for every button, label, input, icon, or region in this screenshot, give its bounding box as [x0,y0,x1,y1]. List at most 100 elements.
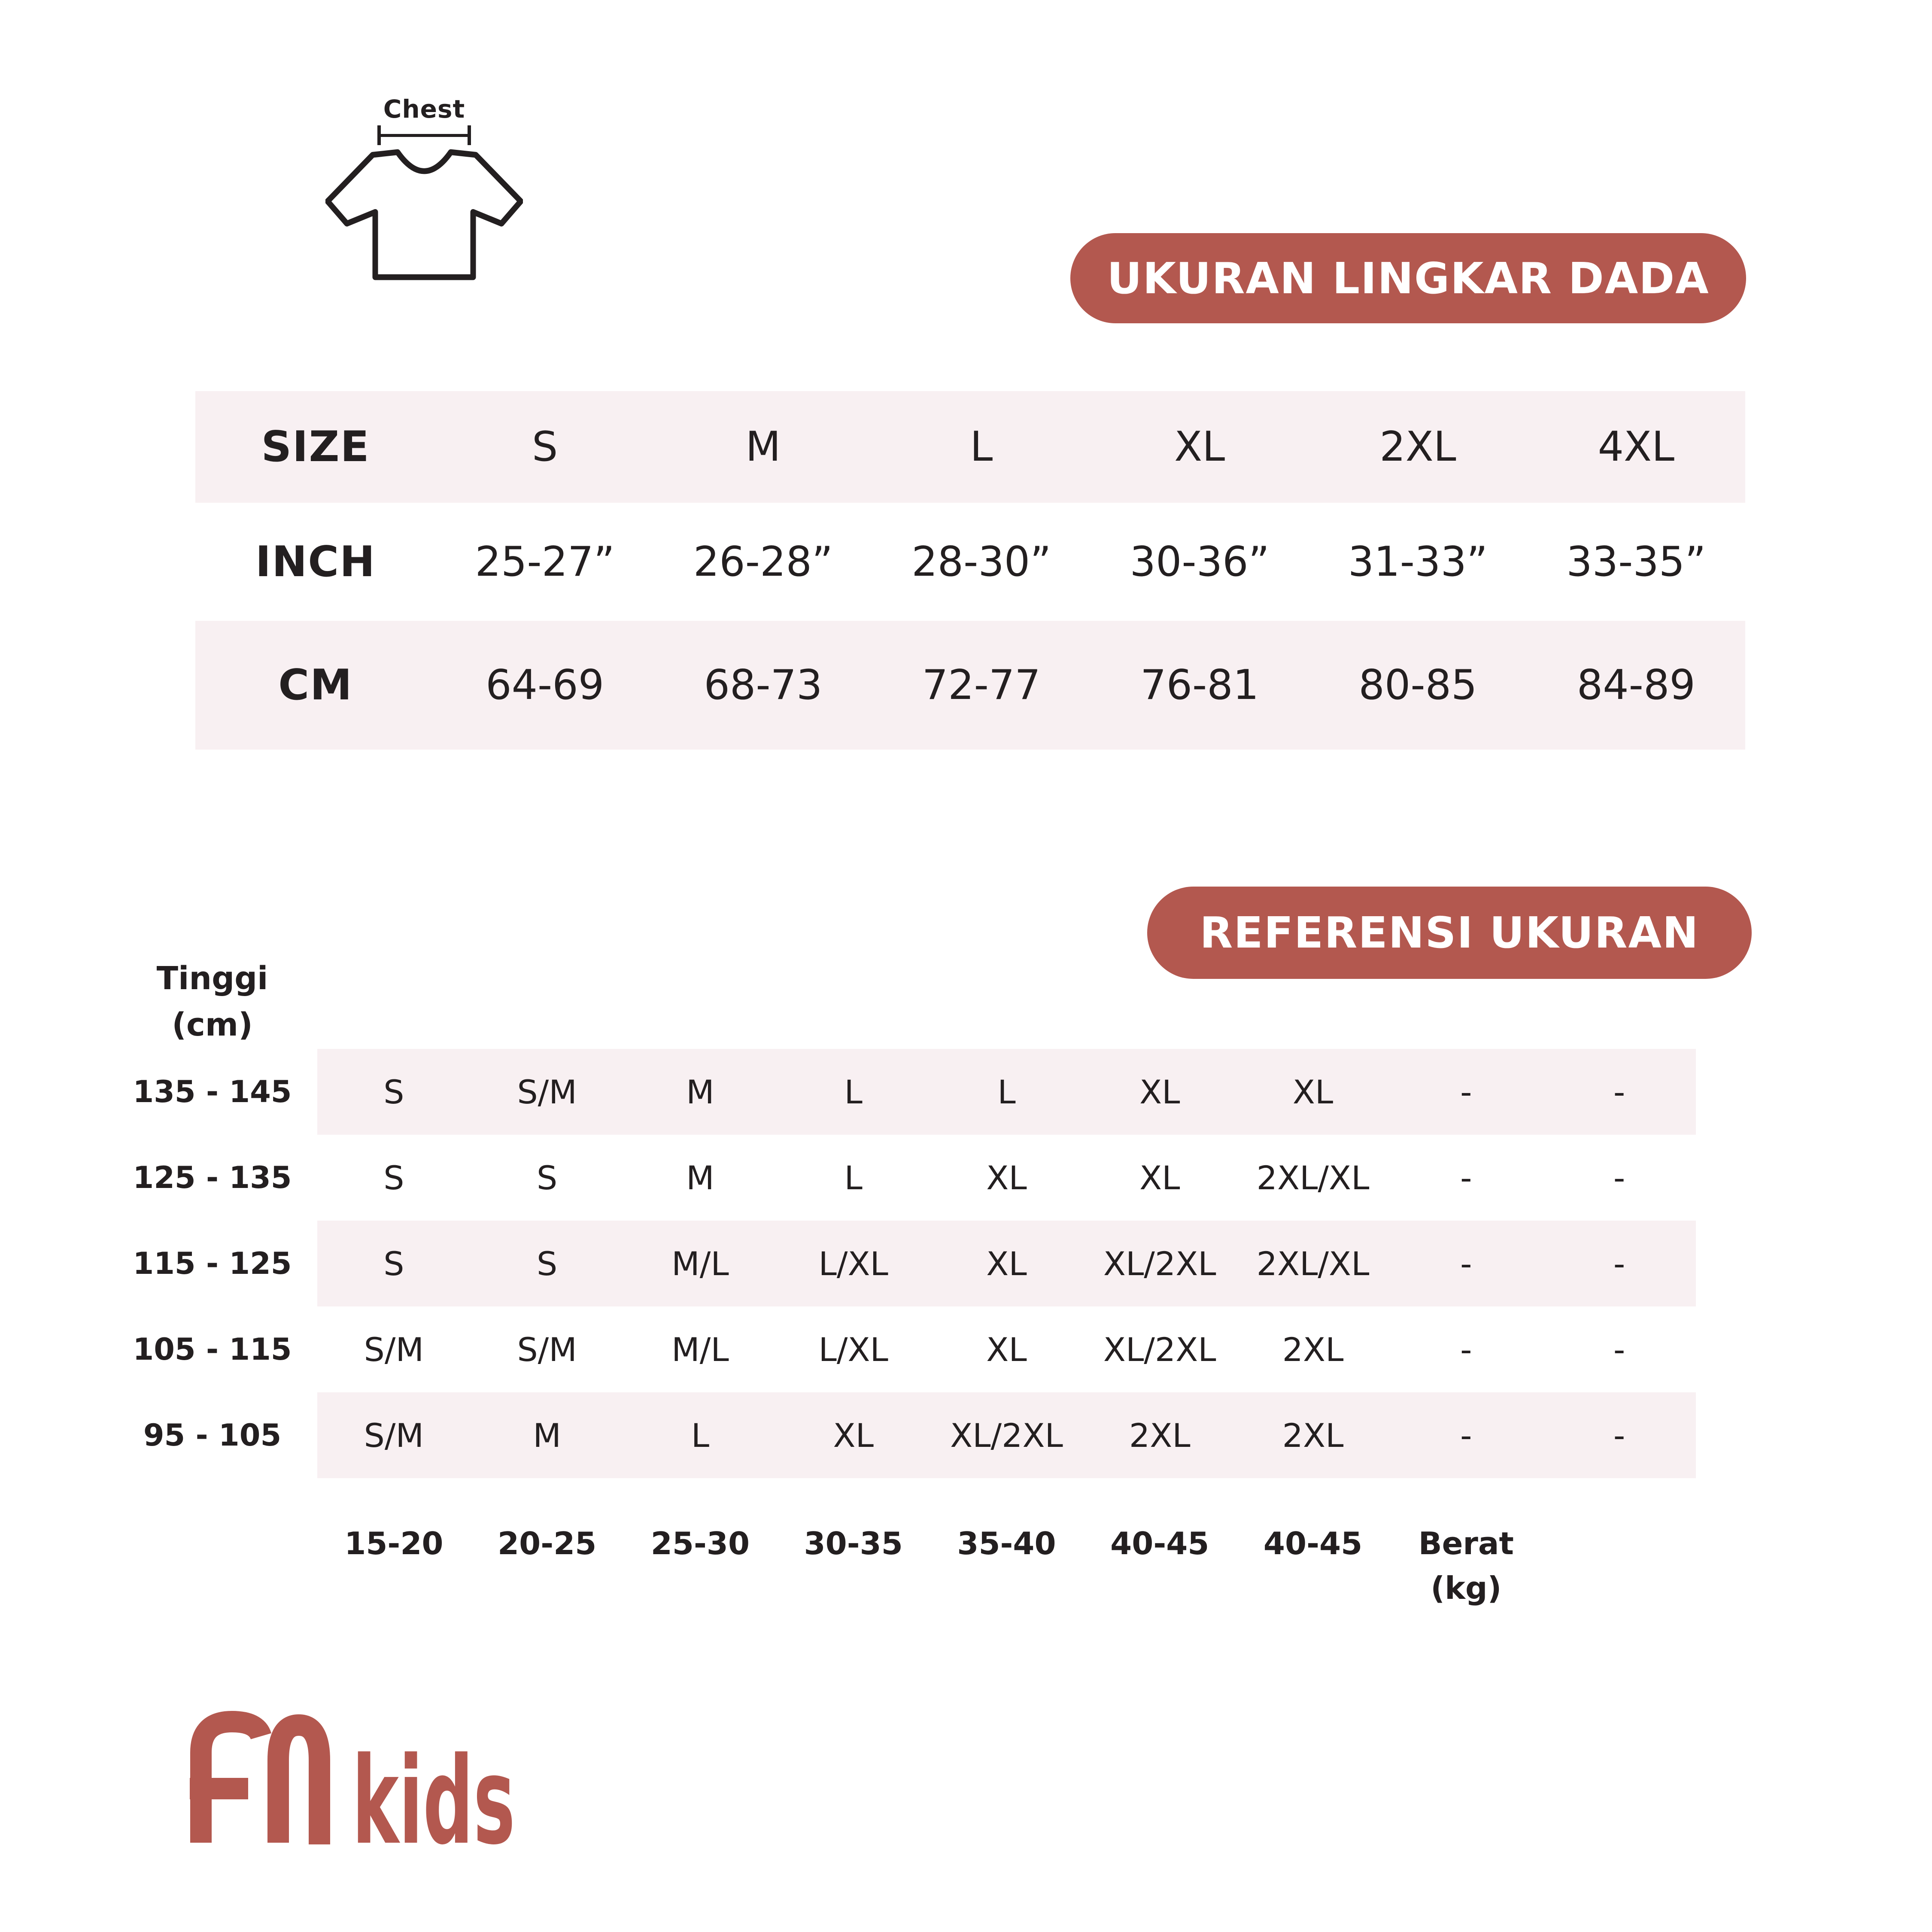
fn-logo-mark [190,1710,330,1844]
ref-cell: - [1460,1330,1472,1369]
ref-cell: S/M [517,1330,577,1369]
height-column-header: Tinggi (cm) [107,955,317,1048]
ref-cell: XL [1139,1158,1180,1197]
weight-cell: 20-25 [498,1525,597,1561]
ref-cell: 2XL/XL [1256,1158,1370,1197]
size-cell: 2XL [1379,423,1456,471]
ref-cell: - [1613,1158,1625,1197]
ref-cell: L [844,1072,863,1111]
inch-cell: 30-36” [1130,538,1270,586]
ref-cell: XL [1292,1072,1334,1111]
row-band: S S M/L L/XL XL XL/2XL 2XL/XL - - [317,1221,1696,1306]
ref-cell: S/M [364,1330,424,1369]
inch-cell: 28-30” [911,538,1051,586]
height-range-label: 125 - 135 [133,1160,292,1195]
table-row-size: SIZE S M L XL 2XL 4XL [195,391,1745,503]
ref-cell: XL/2XL [1103,1244,1216,1283]
cm-cell: 64-69 [486,662,605,709]
chest-measure-line [377,125,471,145]
ref-cell: 2XL [1282,1416,1344,1455]
table-row-cm: CM 64-69 68-73 72-77 76-81 80-85 84-89 [195,621,1745,750]
measure-bar [377,134,471,137]
ref-cell: M [686,1072,714,1111]
chest-size-table: SIZE S M L XL 2XL 4XL INCH 25-27” 26-28”… [195,391,1745,750]
weight-cell: 40-45 [1110,1525,1209,1561]
cm-cell: 84-89 [1577,662,1695,709]
ref-cell: XL [986,1330,1027,1369]
ref-cell: S [383,1072,404,1111]
row-header-size: SIZE [261,422,370,471]
logo-kids-text: kids [352,1732,515,1846]
inch-cell: 26-28” [693,538,833,586]
ref-cell: XL/2XL [950,1416,1063,1455]
ref-cell: XL [986,1158,1027,1197]
table-row: 95 - 105 S/M M L XL XL/2XL 2XL 2XL - - [107,1392,1696,1478]
height-range-label: 105 - 115 [133,1332,292,1367]
size-cell: M [745,423,781,471]
weight-header-line1: Berat [1418,1525,1514,1561]
size-cell: S [532,423,558,471]
row-header-inch: INCH [255,537,376,586]
row-band: S/M M L XL XL/2XL 2XL 2XL - - [317,1392,1696,1478]
ref-cell: XL [1139,1072,1180,1111]
ref-cell: S [537,1244,558,1283]
ref-cell: M/L [671,1330,729,1369]
height-header-line1: Tinggi [156,960,268,997]
row-header-cm: CM [278,661,353,710]
ref-cell: M [533,1416,561,1455]
ref-cell: S/M [364,1416,424,1455]
ref-cell: 2XL [1282,1330,1344,1369]
cm-cell: 72-77 [922,662,1041,709]
cm-cell: 76-81 [1140,662,1259,709]
table-row: 115 - 125 S S M/L L/XL XL XL/2XL 2XL/XL … [107,1221,1696,1306]
size-reference-table: 135 - 145 S S/M M L L XL XL - - 125 - 13… [107,1049,1696,1607]
ref-cell: - [1613,1416,1625,1455]
ref-cell: S [383,1158,404,1197]
height-range-label: 115 - 125 [133,1246,292,1281]
tshirt-icon [325,149,523,280]
ref-cell: - [1613,1244,1625,1283]
ref-cell: M/L [671,1244,729,1283]
ref-cell: L/XL [818,1330,888,1369]
brand-logo: kids [190,1710,515,1846]
table-row: 105 - 115 S/M S/M M/L L/XL XL XL/2XL 2XL… [107,1306,1696,1392]
table-row: 125 - 135 S S M L XL XL 2XL/XL - - [107,1135,1696,1221]
ref-cell: S/M [517,1072,577,1111]
section1-title-pill: UKURAN LINGKAR DADA [1070,233,1746,323]
ref-cell: L/XL [818,1244,888,1283]
row-band: S S/M M L L XL XL - - [317,1049,1696,1135]
ref-cell: XL/2XL [1103,1330,1216,1369]
weight-row: 15-20 20-25 25-30 30-35 35-40 40-45 40-4… [107,1478,1696,1607]
ref-cell: 2XL/XL [1256,1244,1370,1283]
weight-cell: 25-30 [650,1525,750,1561]
ref-cell: S [383,1244,404,1283]
height-header-line2: (cm) [172,1006,253,1043]
ref-cell: - [1613,1072,1625,1111]
chest-label: Chest [383,94,465,124]
ref-cell: L [997,1072,1016,1111]
ref-cell: - [1460,1158,1472,1197]
ref-cell: XL [833,1416,874,1455]
ref-cell: - [1460,1416,1472,1455]
weight-cell: 15-20 [344,1525,444,1561]
cm-cell: 80-85 [1358,662,1477,709]
weight-row-spacer [107,1478,317,1607]
table-row-inch: INCH 25-27” 26-28” 28-30” 30-36” 31-33” … [195,503,1745,621]
row-band: S/M S/M M/L L/XL XL XL/2XL 2XL - - [317,1306,1696,1392]
ref-cell: L [844,1158,863,1197]
weight-header-line2: (kg) [1431,1570,1502,1606]
weight-cell: 30-35 [804,1525,903,1561]
table-row: 135 - 145 S S/M M L L XL XL - - [107,1049,1696,1135]
ref-cell: S [537,1158,558,1197]
inch-cell: 31-33” [1348,538,1488,586]
ref-cell: L [691,1416,710,1455]
size-cell: 4XL [1598,423,1675,471]
size-cell: L [970,423,993,471]
measure-tick-right [468,125,471,145]
ref-cell: - [1460,1072,1472,1111]
weight-cell: 35-40 [957,1525,1056,1561]
weight-column-header: Berat (kg) [1389,1521,1543,1610]
inch-cell: 25-27” [475,538,615,586]
height-range-label: 135 - 145 [133,1074,292,1109]
